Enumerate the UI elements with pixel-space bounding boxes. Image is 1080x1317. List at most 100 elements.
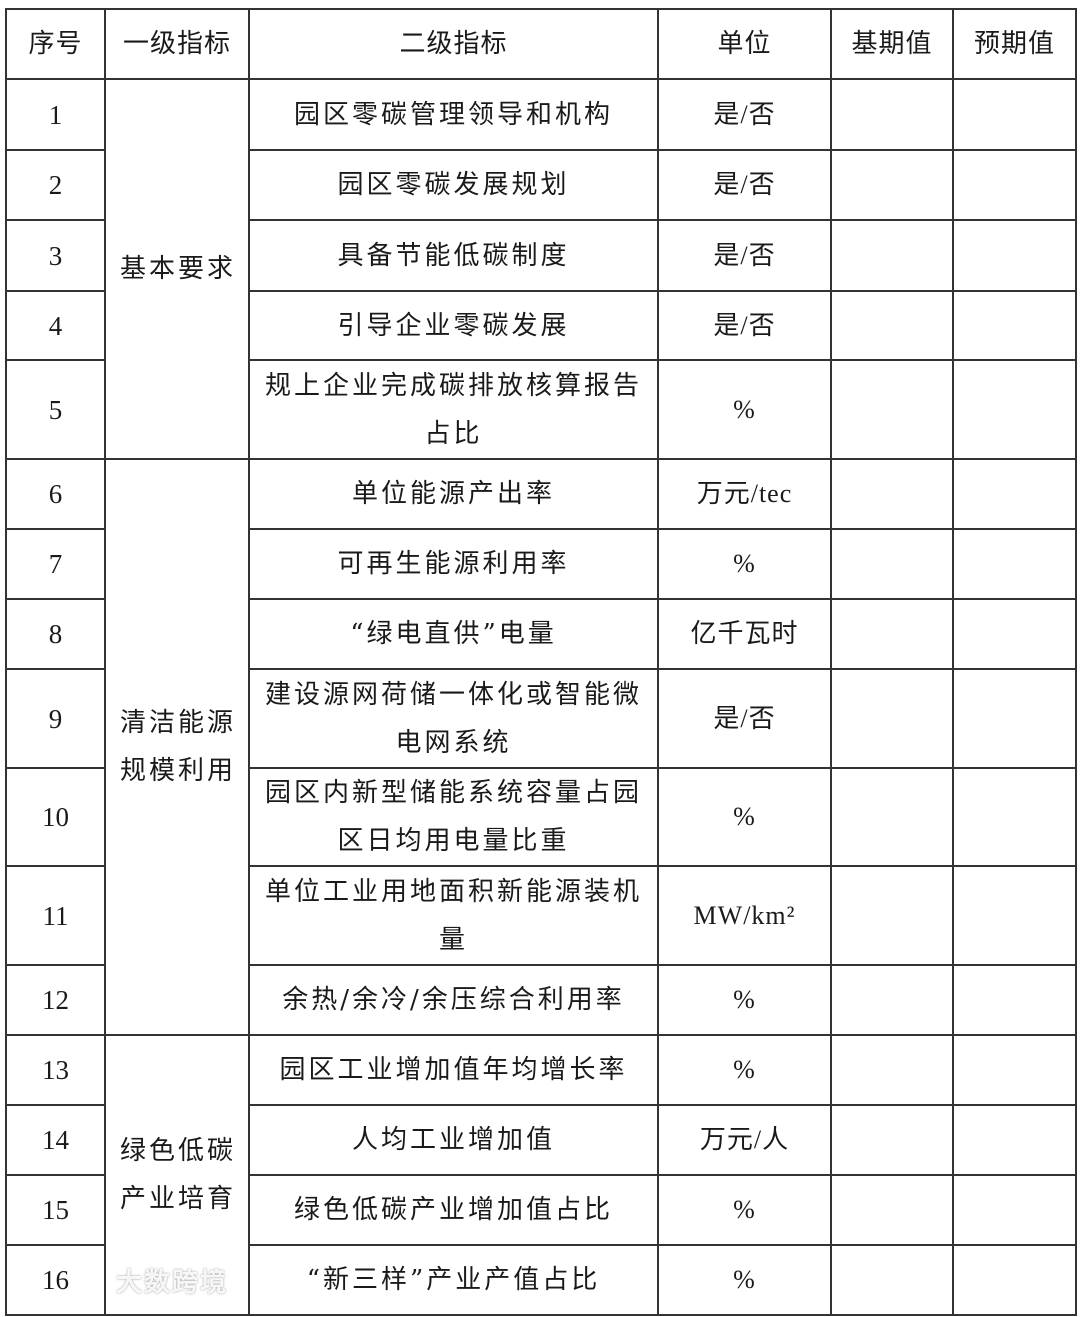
base-value-cell (830, 359, 954, 460)
expected-value-cell (952, 219, 1077, 292)
watermark: 大数跨境 (116, 1268, 229, 1298)
unit-cell: 是/否 (657, 219, 832, 292)
level1-indicator: 清洁能源规模利用 (104, 458, 250, 1036)
level2-indicator: 园区内新型储能系统容量占园区日均用电量比重 (248, 767, 659, 867)
expected-value-cell (952, 1034, 1077, 1106)
row-number: 8 (5, 598, 106, 670)
level2-indicator: 可再生能源利用率 (248, 528, 659, 600)
table-row: 16 “新三样”产业产值占比% (5, 1244, 1077, 1316)
base-value-cell (830, 964, 954, 1036)
unit-cell: % (657, 359, 832, 460)
row-number: 14 (5, 1104, 106, 1176)
expected-value-cell (952, 1174, 1077, 1246)
base-value-cell (830, 1174, 954, 1246)
level2-indicator: 园区零碳发展规划 (248, 149, 659, 221)
table-row: 2 园区零碳发展规划 是/否 (5, 149, 1077, 221)
expected-value-cell (952, 149, 1077, 221)
header-row: 序号 一级指标 二级指标 单位 基期值 预期值 (5, 8, 1077, 80)
indicator-table: 序号 一级指标 二级指标 单位 基期值 预期值 1 基本要求 园区零碳管理领导和机构… (5, 8, 1077, 1316)
expected-value-cell (952, 964, 1077, 1036)
header-base: 基期值 (830, 8, 954, 80)
level2-indicator: 单位能源产出率 (248, 458, 659, 530)
header-level1: 一级指标 (104, 8, 250, 80)
unit-cell: MW/km² (657, 865, 832, 966)
header-no: 序号 (5, 8, 106, 80)
unit-cell: % (657, 1244, 832, 1316)
table-row: 3 具备节能低碳制度 是/否 (5, 219, 1077, 292)
unit-cell: % (657, 528, 832, 600)
expected-value-cell (952, 865, 1077, 966)
row-number: 4 (5, 290, 106, 361)
level2-indicator: 引导企业零碳发展 (248, 290, 659, 361)
table-row: 9 建设源网荷储一体化或智能微电网系统 是/否 (5, 668, 1077, 769)
base-value-cell (830, 668, 954, 769)
level2-indicator: 人均工业增加值 (248, 1104, 659, 1176)
level1-indicator: 绿色低碳产业培育 (104, 1034, 250, 1316)
base-value-cell (830, 598, 954, 670)
base-value-cell (830, 1104, 954, 1176)
level2-indicator: “新三样”产业产值占比 (248, 1244, 659, 1316)
unit-cell: % (657, 767, 832, 867)
level2-indicator: 具备节能低碳制度 (248, 219, 659, 292)
row-number: 13 (5, 1034, 106, 1106)
unit-cell: 万元/人 (657, 1104, 832, 1176)
table-row: 5 规上企业完成碳排放核算报告占比% (5, 359, 1077, 460)
unit-cell: 是/否 (657, 149, 832, 221)
row-number: 2 (5, 149, 106, 221)
base-value-cell (830, 1244, 954, 1316)
table-row: 14 人均工业增加值 万元/人 (5, 1104, 1077, 1176)
level2-indicator: 建设源网荷储一体化或智能微电网系统 (248, 668, 659, 769)
table-row: 11 单位工业用地面积新能源装机量 MW/km² (5, 865, 1077, 966)
expected-value-cell (952, 1104, 1077, 1176)
level2-indicator: 园区零碳管理领导和机构 (248, 78, 659, 151)
expected-value-cell (952, 359, 1077, 460)
expected-value-cell (952, 458, 1077, 530)
base-value-cell (830, 219, 954, 292)
table-row: 8 “绿电直供”电量 亿千瓦时 (5, 598, 1077, 670)
level1-indicator: 基本要求 (104, 78, 250, 460)
expected-value-cell (952, 767, 1077, 867)
base-value-cell (830, 78, 954, 151)
row-number: 3 (5, 219, 106, 292)
base-value-cell (830, 528, 954, 600)
table-row: 13 绿色低碳产业培育 园区工业增加值年均增长率% (5, 1034, 1077, 1316)
row-number: 6 (5, 458, 106, 530)
header-expected: 预期值 (952, 8, 1077, 80)
base-value-cell (830, 458, 954, 530)
unit-cell: 万元/tec (657, 458, 832, 530)
base-value-cell (830, 1034, 954, 1106)
row-number: 7 (5, 528, 106, 600)
table-row: 12 余热/余冷/余压综合利用率% (5, 964, 1077, 1036)
level2-indicator: 规上企业完成碳排放核算报告占比 (248, 359, 659, 460)
expected-value-cell (952, 78, 1077, 151)
expected-value-cell (952, 668, 1077, 769)
row-number: 5 (5, 359, 106, 460)
base-value-cell (830, 767, 954, 867)
unit-cell: % (657, 1034, 832, 1106)
base-value-cell (830, 865, 954, 966)
row-number: 9 (5, 668, 106, 769)
unit-cell: 是/否 (657, 78, 832, 151)
base-value-cell (830, 149, 954, 221)
unit-cell: 亿千瓦时 (657, 598, 832, 670)
unit-cell: 是/否 (657, 668, 832, 769)
table-row: 7 可再生能源利用率% (5, 528, 1077, 600)
unit-cell: % (657, 964, 832, 1036)
table-row: 15 绿色低碳产业增加值占比% (5, 1174, 1077, 1246)
level2-indicator: “绿电直供”电量 (248, 598, 659, 670)
expected-value-cell (952, 598, 1077, 670)
level2-indicator: 绿色低碳产业增加值占比 (248, 1174, 659, 1246)
table-row: 6 清洁能源规模利用 单位能源产出率 万元/tec (5, 458, 1077, 1036)
row-number: 10 (5, 767, 106, 867)
row-number: 16 (5, 1244, 106, 1316)
row-number: 15 (5, 1174, 106, 1246)
header-unit: 单位 (657, 8, 832, 80)
level2-indicator: 余热/余冷/余压综合利用率 (248, 964, 659, 1036)
header-level2: 二级指标 (248, 8, 659, 80)
row-number: 12 (5, 964, 106, 1036)
table-row: 1 基本要求 园区零碳管理领导和机构 是/否 (5, 78, 1077, 460)
unit-cell: % (657, 1174, 832, 1246)
table-row: 4 引导企业零碳发展 是/否 (5, 290, 1077, 361)
unit-cell: 是/否 (657, 290, 832, 361)
expected-value-cell (952, 290, 1077, 361)
